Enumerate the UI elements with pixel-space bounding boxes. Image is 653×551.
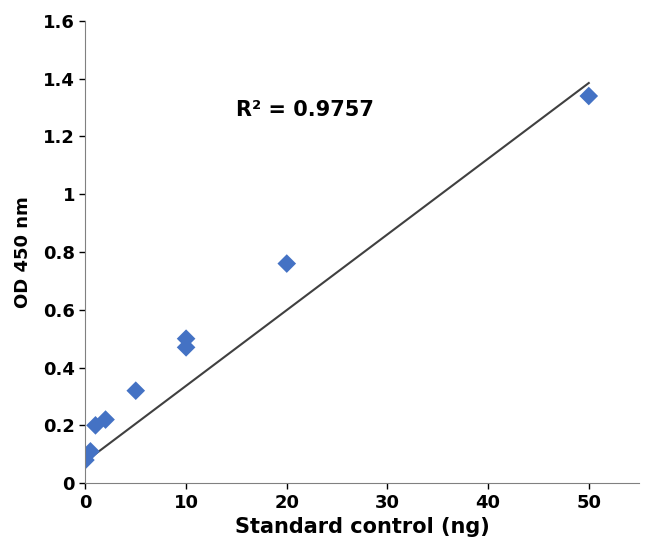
Point [86, 447, 96, 456]
Point [80, 456, 91, 464]
Point [181, 343, 191, 352]
Point [181, 334, 191, 343]
Point [131, 386, 141, 395]
Point [90, 421, 101, 430]
Text: R² = 0.9757: R² = 0.9757 [236, 100, 374, 120]
Point [281, 259, 292, 268]
Point [101, 415, 111, 424]
Point [584, 91, 594, 100]
Y-axis label: OD 450 nm: OD 450 nm [14, 196, 32, 308]
X-axis label: Standard control (ng): Standard control (ng) [235, 517, 490, 537]
